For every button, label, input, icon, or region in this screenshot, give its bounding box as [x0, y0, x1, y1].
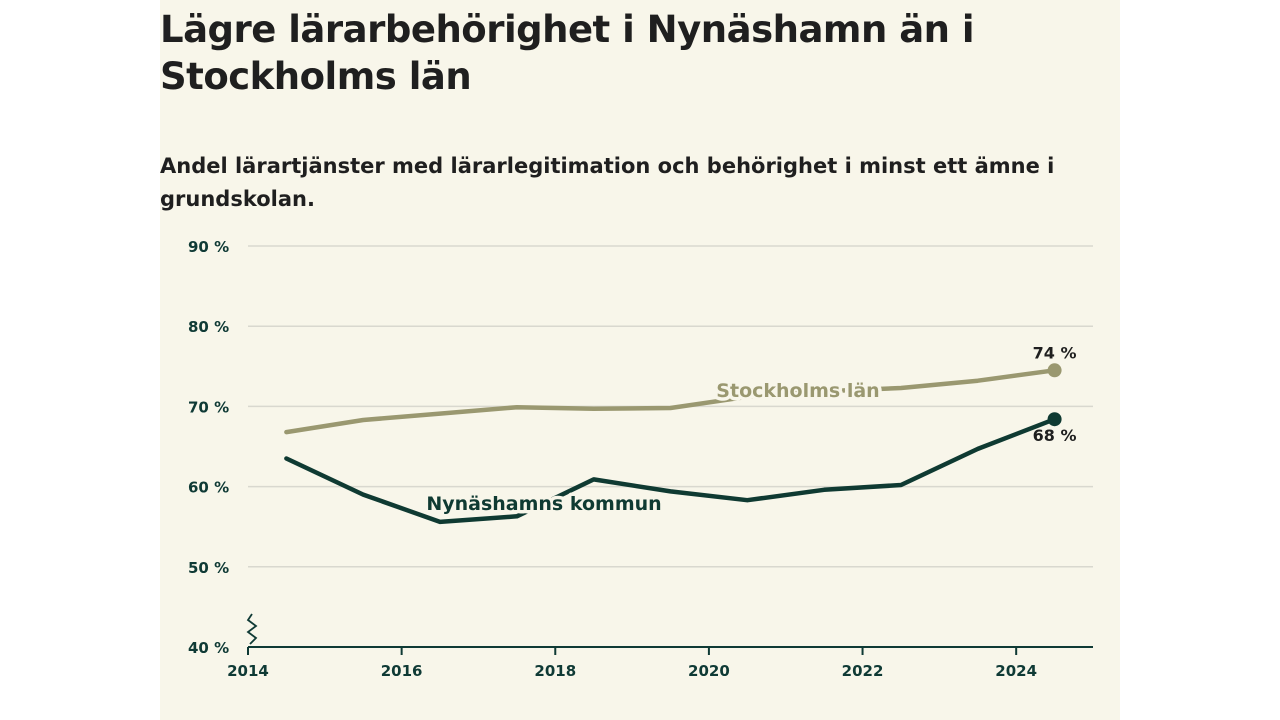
y-tick-label: 50 % [188, 559, 229, 577]
series-line-1 [284, 416, 1057, 525]
x-tick-label: 2024 [995, 662, 1037, 680]
end-value-label: 68 % [1033, 426, 1077, 445]
x-tick-label: 2018 [534, 662, 576, 680]
series-lines [284, 363, 1062, 525]
x-tick-label: 2020 [688, 662, 730, 680]
x-tick-label: 2014 [227, 662, 269, 680]
series-name-label: Stockholms län [716, 380, 879, 402]
axis-break-icon [246, 613, 258, 645]
y-tick-label: 70 % [188, 398, 229, 416]
y-tick-label: 40 % [188, 639, 229, 657]
y-axis-labels: 40 % 50 % 60 % 70 % 80 % 90 % [188, 238, 229, 657]
end-point-0 [1047, 363, 1062, 378]
chart-title: Lägre lärarbehörighet i Nynäshamn än i S… [160, 8, 975, 98]
x-tick-label: 2022 [842, 662, 884, 680]
series-labels: Stockholms län Nynäshamns kommun 74 % 68 % [423, 343, 1077, 518]
chart-panel [160, 0, 1120, 720]
series-name-label: Nynäshamns kommun [426, 493, 661, 515]
chart-subtitle: Andel lärartjänster med lärarlegitimatio… [160, 154, 1055, 211]
end-point-1 [1047, 412, 1062, 427]
y-tick-label: 80 % [188, 318, 229, 336]
y-tick-label: 60 % [188, 479, 229, 497]
y-tick-label: 90 % [188, 238, 229, 256]
series-line-0 [284, 368, 1057, 435]
end-value-label: 74 % [1033, 343, 1077, 362]
x-axis: 2014 2016 2018 2020 2022 2024 [227, 613, 1093, 680]
x-tick-label: 2016 [381, 662, 423, 680]
